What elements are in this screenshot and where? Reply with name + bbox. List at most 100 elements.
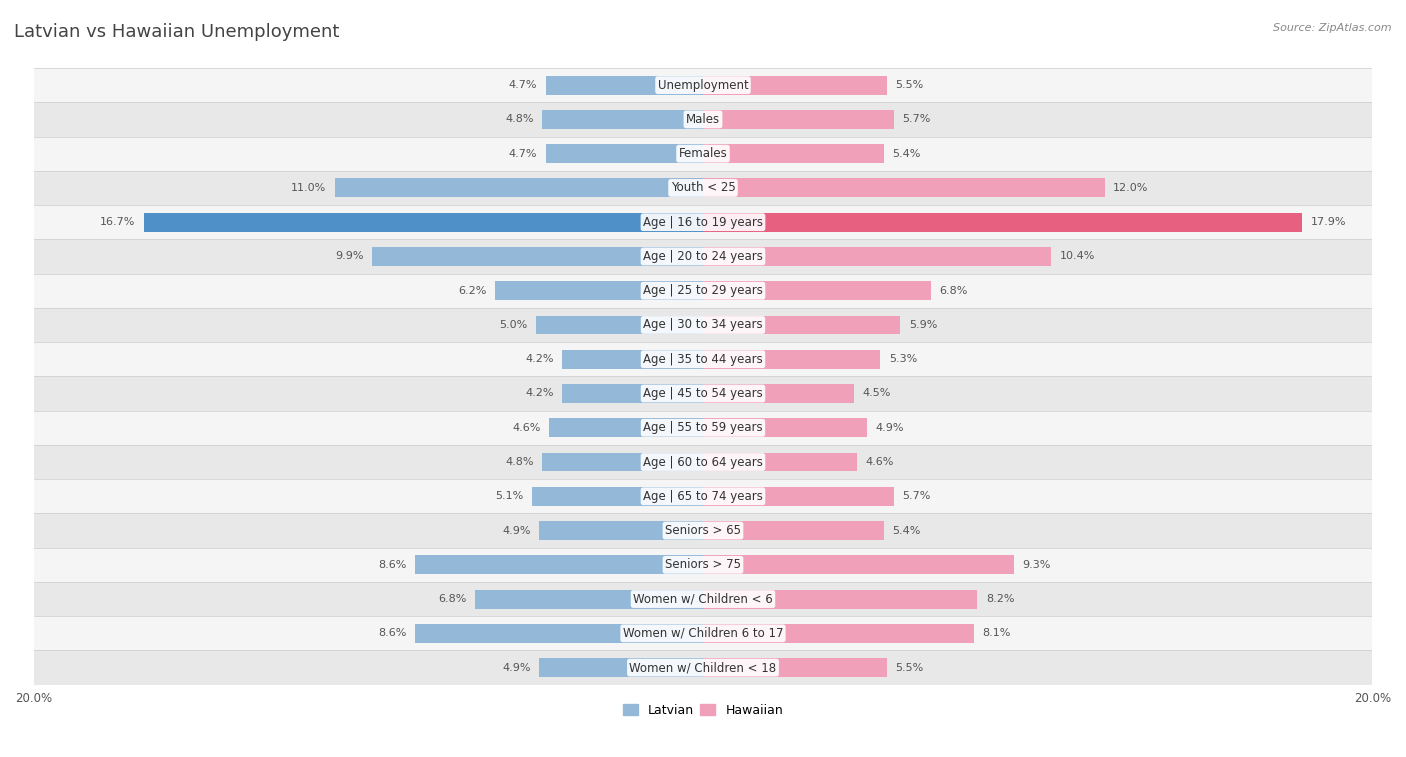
Bar [34,479,1372,513]
Text: 4.8%: 4.8% [506,457,534,467]
Text: 10.4%: 10.4% [1060,251,1095,261]
Text: 6.2%: 6.2% [458,285,486,296]
Text: 8.6%: 8.6% [378,628,406,638]
Text: 16.7%: 16.7% [100,217,135,227]
Bar [533,487,703,506]
Text: Age | 55 to 59 years: Age | 55 to 59 years [643,421,763,435]
Bar [415,556,703,575]
Bar [703,145,884,163]
Bar [536,316,703,335]
Text: 5.5%: 5.5% [896,662,924,673]
Text: Unemployment: Unemployment [658,79,748,92]
Text: 4.6%: 4.6% [865,457,894,467]
Text: 9.9%: 9.9% [335,251,363,261]
Bar [562,384,703,403]
Bar [703,453,858,472]
Bar [546,76,703,95]
Bar [703,110,894,129]
Text: Women w/ Children < 18: Women w/ Children < 18 [630,661,776,674]
Bar [34,513,1372,547]
Text: 8.6%: 8.6% [378,560,406,570]
Bar [475,590,703,609]
Text: 12.0%: 12.0% [1114,183,1149,193]
Bar [335,179,703,198]
Text: 4.2%: 4.2% [526,354,554,364]
Bar [703,316,900,335]
Bar [34,376,1372,410]
Bar [543,110,703,129]
Text: Age | 16 to 19 years: Age | 16 to 19 years [643,216,763,229]
Bar [34,582,1372,616]
Text: Latvian vs Hawaiian Unemployment: Latvian vs Hawaiian Unemployment [14,23,339,41]
Bar [34,410,1372,445]
Bar [34,342,1372,376]
Text: Women w/ Children 6 to 17: Women w/ Children 6 to 17 [623,627,783,640]
Bar [703,487,894,506]
Text: 6.8%: 6.8% [939,285,967,296]
Bar [34,239,1372,273]
Bar [34,136,1372,171]
Bar [703,658,887,677]
Bar [34,171,1372,205]
Bar [538,521,703,540]
Text: Seniors > 75: Seniors > 75 [665,559,741,572]
Text: 5.3%: 5.3% [889,354,917,364]
Text: Age | 35 to 44 years: Age | 35 to 44 years [643,353,763,366]
Text: 5.0%: 5.0% [499,320,527,330]
Bar [703,624,974,643]
Text: 8.2%: 8.2% [986,594,1014,604]
Legend: Latvian, Hawaiian: Latvian, Hawaiian [619,699,787,721]
Text: 9.3%: 9.3% [1022,560,1052,570]
Bar [703,590,977,609]
Text: Age | 20 to 24 years: Age | 20 to 24 years [643,250,763,263]
Bar [546,145,703,163]
Text: Age | 65 to 74 years: Age | 65 to 74 years [643,490,763,503]
Bar [703,76,887,95]
Text: 4.8%: 4.8% [506,114,534,124]
Bar [34,308,1372,342]
Bar [703,556,1014,575]
Text: 4.7%: 4.7% [509,80,537,90]
Bar [34,445,1372,479]
Text: 5.5%: 5.5% [896,80,924,90]
Bar [703,179,1105,198]
Text: Seniors > 65: Seniors > 65 [665,524,741,537]
Text: 4.7%: 4.7% [509,148,537,159]
Text: Age | 45 to 54 years: Age | 45 to 54 years [643,387,763,400]
Text: 11.0%: 11.0% [291,183,326,193]
Bar [371,247,703,266]
Text: Source: ZipAtlas.com: Source: ZipAtlas.com [1274,23,1392,33]
Bar [703,384,853,403]
Text: Age | 60 to 64 years: Age | 60 to 64 years [643,456,763,469]
Text: 4.5%: 4.5% [862,388,890,398]
Text: Age | 30 to 34 years: Age | 30 to 34 years [643,319,763,332]
Text: 4.9%: 4.9% [502,662,530,673]
Text: 4.9%: 4.9% [876,422,904,433]
Bar [703,282,931,300]
Text: 5.7%: 5.7% [903,491,931,501]
Bar [34,102,1372,136]
Text: 4.2%: 4.2% [526,388,554,398]
Text: 5.4%: 5.4% [893,148,921,159]
Bar [34,205,1372,239]
Bar [538,658,703,677]
Text: Females: Females [679,147,727,160]
Bar [143,213,703,232]
Text: 5.4%: 5.4% [893,525,921,535]
Bar [415,624,703,643]
Text: 5.1%: 5.1% [496,491,524,501]
Text: 5.7%: 5.7% [903,114,931,124]
Bar [34,616,1372,650]
Bar [562,350,703,369]
Bar [34,547,1372,582]
Bar [543,453,703,472]
Bar [495,282,703,300]
Bar [34,650,1372,685]
Text: Males: Males [686,113,720,126]
Bar [548,419,703,438]
Text: 6.8%: 6.8% [439,594,467,604]
Text: Age | 25 to 29 years: Age | 25 to 29 years [643,284,763,298]
Text: Women w/ Children < 6: Women w/ Children < 6 [633,593,773,606]
Bar [703,521,884,540]
Bar [34,68,1372,102]
